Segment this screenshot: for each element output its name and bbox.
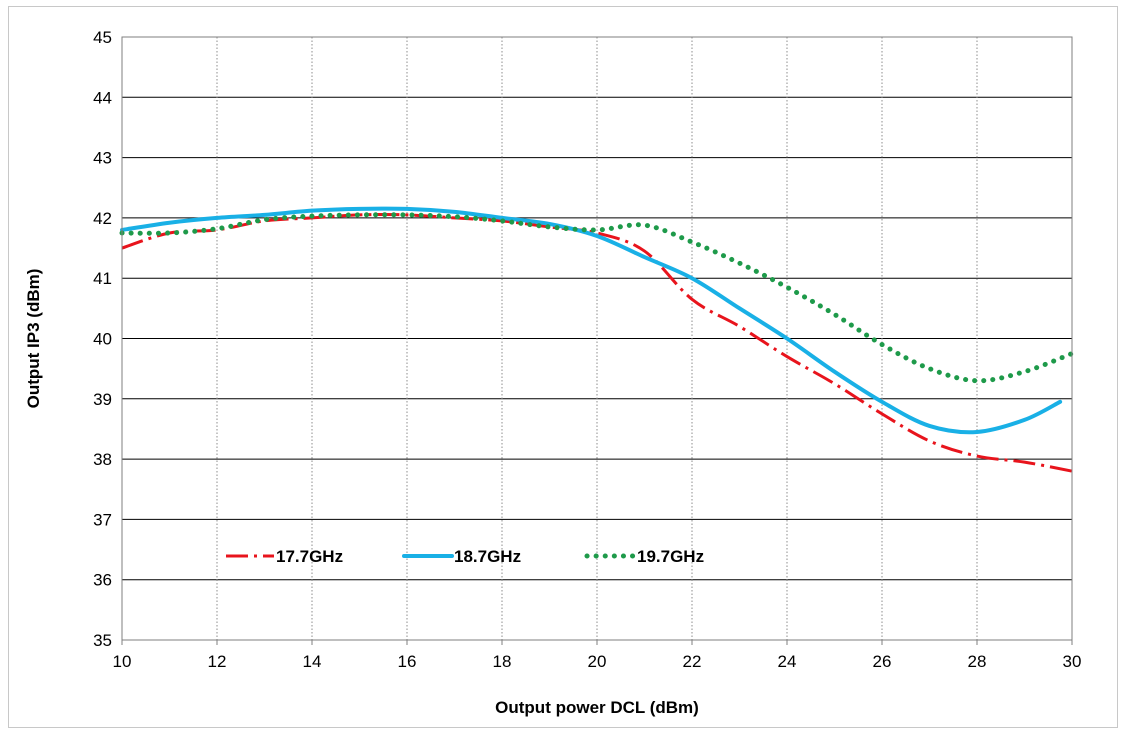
x-tick-label: 16 — [398, 652, 417, 671]
y-tick-label: 37 — [93, 510, 112, 529]
x-tick-label: 28 — [968, 652, 987, 671]
y-tick-label: 44 — [93, 88, 112, 107]
x-tick-label: 14 — [303, 652, 322, 671]
series-line-19-7ghz — [119, 212, 1075, 384]
y-tick-label: 43 — [93, 149, 112, 168]
grid — [122, 37, 1072, 640]
x-tick-label: 18 — [493, 652, 512, 671]
x-tick-label: 30 — [1063, 652, 1082, 671]
x-tick-label: 26 — [873, 652, 892, 671]
legend-label: 19.7GHz — [637, 547, 704, 566]
series-lines — [119, 206, 1075, 473]
y-tick-label: 39 — [93, 390, 112, 409]
line-chart: 35 36 37 38 39 40 41 42 43 44 45 10 12 14 16 18 20 22 24 26… — [24, 28, 1081, 717]
x-tick-label: 12 — [208, 652, 227, 671]
chart-frame: 35 36 37 38 39 40 41 42 43 44 45 10 12 14 16 18 20 22 24 26… — [8, 6, 1118, 728]
y-tick-label: 38 — [93, 450, 112, 469]
legend-label: 18.7GHz — [454, 547, 521, 566]
series-line-17-7ghz — [121, 213, 1073, 473]
y-axis-title: Output IP3 (dBm) — [24, 269, 43, 409]
x-tick-label: 20 — [588, 652, 607, 671]
x-axis-title: Output power DCL (dBm) — [495, 698, 699, 717]
x-tick-label: 24 — [778, 652, 797, 671]
y-tick-label: 45 — [93, 28, 112, 47]
legend-label: 17.7GHz — [276, 547, 343, 566]
y-tick-label: 35 — [93, 631, 112, 650]
legend: 17.7GHz 18.7GHz 19.7GHz — [226, 547, 704, 566]
series-line-18-7ghz — [120, 206, 1063, 435]
x-tick-label: 10 — [113, 652, 132, 671]
y-tick-label: 42 — [93, 209, 112, 228]
y-tick-label: 40 — [93, 330, 112, 349]
y-tick-label: 41 — [93, 269, 112, 288]
y-tick-label: 36 — [93, 571, 112, 590]
x-tick-label: 22 — [683, 652, 702, 671]
tick-labels: 35 36 37 38 39 40 41 42 43 44 45 10 12 14 16 18 20 22 24 26… — [93, 28, 1081, 671]
